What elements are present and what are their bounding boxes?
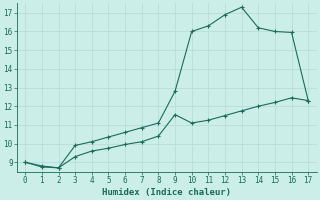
X-axis label: Humidex (Indice chaleur): Humidex (Indice chaleur): [102, 188, 231, 197]
